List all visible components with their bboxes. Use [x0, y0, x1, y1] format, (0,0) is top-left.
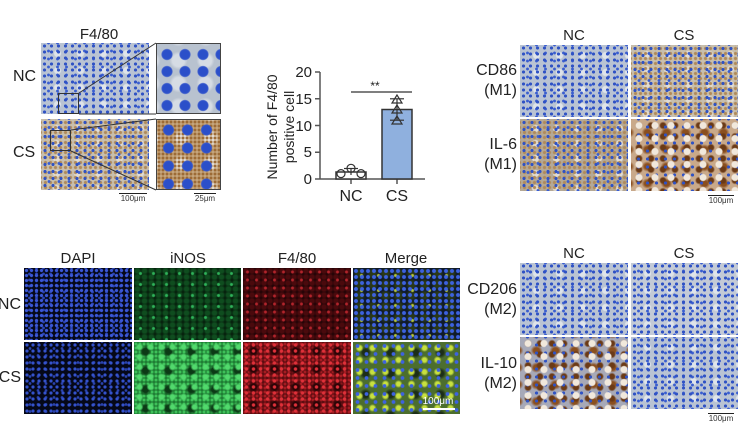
cs-data-points: [390, 93, 404, 125]
il6-label: IL-6: [489, 136, 517, 153]
row-label-cd86: CD86 (M1): [476, 61, 517, 101]
if-dapi-cs-image: [24, 342, 132, 414]
il6-nc-image: [520, 119, 628, 191]
y-tick-15: 15: [295, 91, 312, 108]
il10-nc-image: [520, 337, 628, 409]
if-scale-label: 100μm: [422, 396, 454, 407]
if-f4-80-nc-image: [243, 268, 351, 340]
cs-zoom-region-box: [50, 130, 71, 151]
if-dapi-nc-image: [24, 268, 132, 340]
scale-label-zoom: 25μm: [194, 194, 216, 203]
cd86-cs-image: [631, 45, 738, 117]
il10-label: IL-10: [480, 355, 517, 372]
nc-zoom-region-box: [58, 93, 79, 114]
m1-scale-label: 100μm: [708, 196, 734, 205]
il6-cs-image: [631, 119, 738, 191]
row-label-cs: CS: [13, 144, 36, 161]
m1-col-nc: NC: [563, 27, 585, 44]
cd86-nc-image: [520, 45, 628, 117]
scale-bar-zoom: [194, 193, 216, 194]
cd206-type-label: (M2): [484, 301, 517, 318]
m2-col-cs: CS: [673, 245, 695, 262]
il6-type-label: (M1): [484, 156, 517, 173]
y-tick-0: 0: [304, 171, 312, 188]
cd86-type-label: (M1): [484, 82, 517, 99]
cd206-nc-image: [520, 263, 628, 335]
cs-zoom-frame: [156, 119, 221, 190]
row-label-il10: IL-10 (M2): [481, 354, 517, 394]
cd86-label: CD86: [476, 62, 517, 79]
if-inos-cs-image: [134, 342, 241, 414]
if-col-merge: Merge: [384, 250, 428, 267]
row-label-il6: IL-6 (M1): [484, 135, 517, 175]
x-label-nc: NC: [339, 188, 362, 205]
m1-scale-bar: [708, 195, 734, 196]
nc-data-points: [336, 163, 366, 179]
f4-80-nc-zoom-image: [156, 43, 221, 114]
m1-col-cs: CS: [673, 27, 695, 44]
if-col-dapi: DAPI: [60, 250, 96, 267]
if-merge-cs-image: [353, 342, 460, 414]
y-axis-label-line1: Number of F4/80: [264, 74, 280, 179]
y-axis-label-line2: positive cell: [281, 91, 297, 163]
if-row-cs: CS: [0, 369, 21, 386]
chart-svg: Number of F4/80 positive cell 20 15 10 5…: [264, 64, 425, 205]
if-inos-nc-image: [134, 268, 241, 340]
m2-scale-bar: [708, 413, 734, 414]
if-col-inos: iNOS: [170, 250, 206, 267]
f4-80-title: F4/80: [79, 26, 119, 43]
if-row-nc: NC: [0, 296, 21, 313]
nc-zoom-frame: [156, 43, 221, 114]
x-label-cs: CS: [386, 188, 408, 205]
zoom-connector-lines: [70, 42, 157, 191]
il10-type-label: (M2): [484, 375, 517, 392]
if-scale-bar: [423, 408, 455, 410]
scale-bar-main: [119, 193, 147, 194]
m2-scale-label: 100μm: [708, 414, 734, 423]
row-label-nc: NC: [13, 68, 37, 85]
il10-cs-image: [631, 337, 738, 409]
bar-cs: [381, 108, 413, 180]
if-merge-nc-image: [353, 268, 460, 340]
m2-col-nc: NC: [563, 245, 585, 262]
if-f4-80-cs-image: [243, 342, 351, 414]
f4-80-nc-image: [41, 43, 149, 114]
scale-label-main: 100μm: [120, 194, 146, 203]
cd206-cs-image: [631, 263, 738, 335]
cd206-label: CD206: [467, 281, 517, 298]
row-label-cd206: CD206 (M2): [467, 280, 517, 320]
if-col-f4-80: F4/80: [277, 250, 317, 267]
y-tick-20: 20: [295, 64, 312, 81]
y-tick-5: 5: [304, 144, 312, 161]
significance-label: **: [370, 79, 380, 93]
f4-80-cs-zoom-image: [156, 119, 221, 190]
y-tick-10: 10: [295, 118, 312, 135]
